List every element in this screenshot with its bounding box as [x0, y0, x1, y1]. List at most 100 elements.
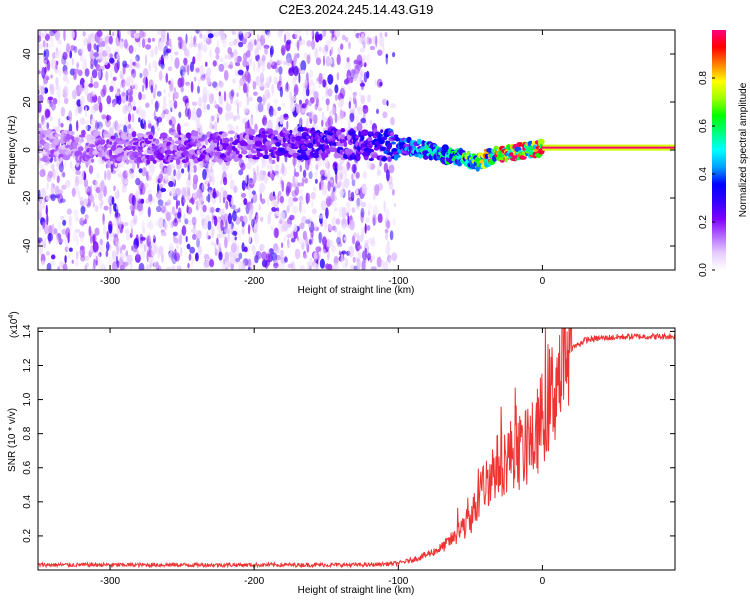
heatmap-cell: [194, 200, 198, 205]
heatmap-cell: [318, 232, 322, 244]
heatmap-cell: [377, 213, 383, 224]
heatmap-cell: [60, 198, 66, 203]
heatmap-cell: [89, 144, 96, 148]
heatmap-cell: [161, 30, 167, 36]
heatmap-cell: [195, 67, 200, 73]
heatmap-cell: [46, 122, 50, 130]
heatmap-cell: [168, 186, 172, 195]
heatmap-cell: [38, 70, 41, 75]
heatmap-cell: [385, 208, 390, 219]
heatmap-cell: [346, 201, 351, 208]
heatmap-cell: [183, 162, 188, 168]
heatmap-cell: [390, 116, 395, 126]
heatmap-cell: [345, 207, 351, 214]
heatmap-cell: [271, 199, 277, 207]
heatmap-cell: [121, 91, 126, 97]
heatmap-cell: [262, 107, 265, 113]
heatmap-cell: [318, 33, 323, 41]
heatmap-cell: [113, 203, 117, 212]
heatmap-cell: [224, 251, 230, 263]
heatmap-cell: [178, 207, 182, 218]
heatmap-cell: [162, 101, 167, 111]
snr-x-axis-label: Height of straight line (km): [298, 585, 415, 596]
heatmap-cell: [41, 260, 45, 266]
heatmap-cell: [124, 259, 127, 270]
heatmap-cell: [374, 184, 380, 196]
heatmap-cell: [55, 235, 59, 246]
heatmap-cell: [351, 152, 355, 158]
heatmap-cell: [337, 46, 341, 55]
heatmap-cell: [159, 171, 163, 183]
heatmap-cell: [224, 266, 229, 270]
heatmap-cell: [87, 41, 92, 52]
heatmap-cell: [145, 76, 148, 89]
heatmap-cell: [143, 165, 147, 175]
heatmap-cell: [359, 92, 362, 98]
heatmap-cell: [214, 248, 217, 255]
heatmap-cell: [334, 30, 341, 38]
heatmap-cell: [53, 169, 56, 181]
heatmap-cell: [144, 182, 149, 189]
heatmap-cell: [145, 131, 154, 136]
heatmap-cell: [322, 213, 325, 224]
heatmap-cell: [124, 104, 128, 112]
heatmap-cell: [375, 35, 378, 48]
heatmap-cell: [248, 212, 253, 221]
heatmap-cell: [138, 239, 144, 248]
heatmap-cell: [77, 190, 81, 200]
heatmap-cell: [342, 34, 346, 41]
heatmap-cell: [127, 258, 131, 266]
heatmap-cell: [231, 31, 236, 35]
heatmap-cell: [157, 190, 162, 203]
heatmap-cell: [62, 171, 66, 178]
heatmap-cell: [298, 196, 304, 202]
heatmap-cell: [73, 46, 78, 53]
heatmap-cell: [246, 162, 252, 170]
heatmap-cell: [374, 79, 377, 86]
heatmap-cell: [278, 261, 285, 270]
heatmap-cell: [46, 181, 49, 191]
heatmap-cell: [332, 63, 335, 68]
heatmap-cell: [301, 242, 305, 250]
heatmap-cell: [214, 113, 220, 119]
heatmap-cell: [157, 127, 160, 132]
heatmap-cell: [210, 206, 215, 214]
heatmap-cell: [223, 222, 226, 229]
heatmap-cell: [295, 135, 302, 141]
heatmap-cell: [188, 253, 192, 261]
heatmap-cell: [82, 58, 88, 71]
heatmap-cell: [299, 200, 305, 205]
heatmap-cell: [190, 34, 193, 47]
heatmap-cell: [64, 47, 71, 53]
heatmap-cell: [389, 230, 394, 241]
heatmap-cell: [238, 252, 243, 260]
chart-title: C2E3.2024.245.14.43.G19: [279, 2, 434, 17]
heatmap-cell: [190, 81, 194, 93]
heatmap-cell: [224, 236, 228, 249]
heatmap-cell: [85, 262, 89, 268]
heatmap-cell: [249, 203, 254, 215]
heatmap-cell: [50, 74, 53, 79]
heatmap-cell: [172, 211, 179, 216]
heatmap-cell: [264, 89, 270, 100]
heatmap-cell: [464, 154, 468, 160]
heatmap-cell: [171, 265, 176, 270]
heatmap-cell: [333, 162, 337, 167]
heatmap-cell: [96, 44, 99, 53]
heatmap-cell: [136, 189, 140, 201]
heatmap-cell: [92, 201, 95, 208]
heatmap-cell: [92, 150, 98, 155]
heatmap-cell: [376, 169, 381, 177]
heatmap-cell: [334, 226, 338, 233]
heatmap-cell: [109, 57, 115, 64]
heatmap-cell: [152, 197, 156, 203]
heatmap-cell: [350, 68, 356, 80]
heatmap-cell: [233, 49, 238, 56]
heatmap-cell: [353, 75, 357, 82]
heatmap-cell: [154, 65, 158, 73]
heatmap-cell: [243, 52, 248, 61]
heatmap-cell: [90, 195, 95, 203]
heatmap-cell: [67, 253, 71, 259]
heatmap-cell: [307, 100, 313, 107]
heatmap-cell: [141, 167, 147, 177]
